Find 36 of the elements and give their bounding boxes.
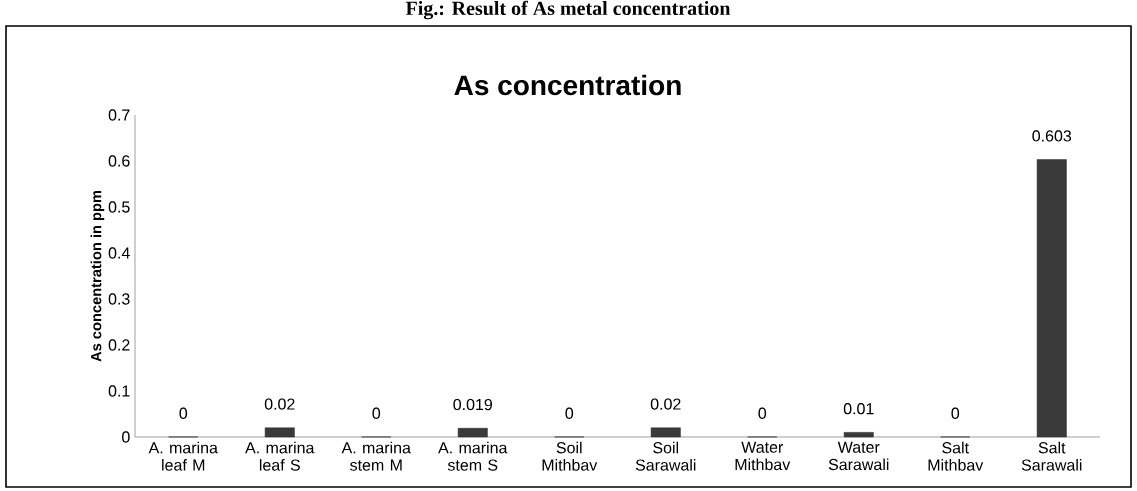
x-tick-label: Water Sarawali [828,441,889,471]
data-label: 0.02 [264,398,295,410]
text: Fig.: Result of As metal concentration [405,0,731,20]
y-tick-label: 0.6 [108,155,130,167]
x-tick-label: Soil Sarawali [635,441,696,471]
x-tick-label: Soil Mithbav [542,441,598,471]
y-tick-label: 0.5 [108,201,130,213]
x-tick-label: A. marina leaf M [148,441,218,471]
y-tick-label: 0.3 [108,293,130,305]
bar [457,427,488,438]
y-tick-label: 0.7 [108,109,130,121]
data-label: 0.603 [1032,130,1072,142]
data-label: 0 [951,407,960,419]
data-label: 0.019 [453,398,493,411]
x-tick-label: A. marina leaf S [245,441,315,471]
data-label: 0 [758,407,767,419]
bar [843,432,874,438]
x-tick-label: Salt Mithbav [928,441,984,471]
data-label: 0 [179,407,188,419]
bar [264,427,295,438]
y-tick-label: 0.2 [108,339,130,351]
data-label: 0 [372,407,381,419]
x-tick-label: Water Mithbav [735,441,791,471]
x-tick-label: A. marina stem M [341,441,411,471]
y-tick-label: 0.1 [108,385,130,397]
y-tick-label: 0.4 [108,247,130,259]
bar [650,427,681,438]
data-label: 0 [565,407,574,419]
bar [1036,159,1067,438]
x-tick-label: A. marina stem S [438,441,508,471]
chart-title: As concentration [454,74,681,96]
y-axis-title: As concentration in ppm [90,190,105,362]
y-tick-label: 0 [122,431,130,443]
data-label: 0.02 [650,398,681,410]
x-tick-label: Salt Sarawali [1021,441,1082,471]
data-label: 0.01 [843,403,874,415]
